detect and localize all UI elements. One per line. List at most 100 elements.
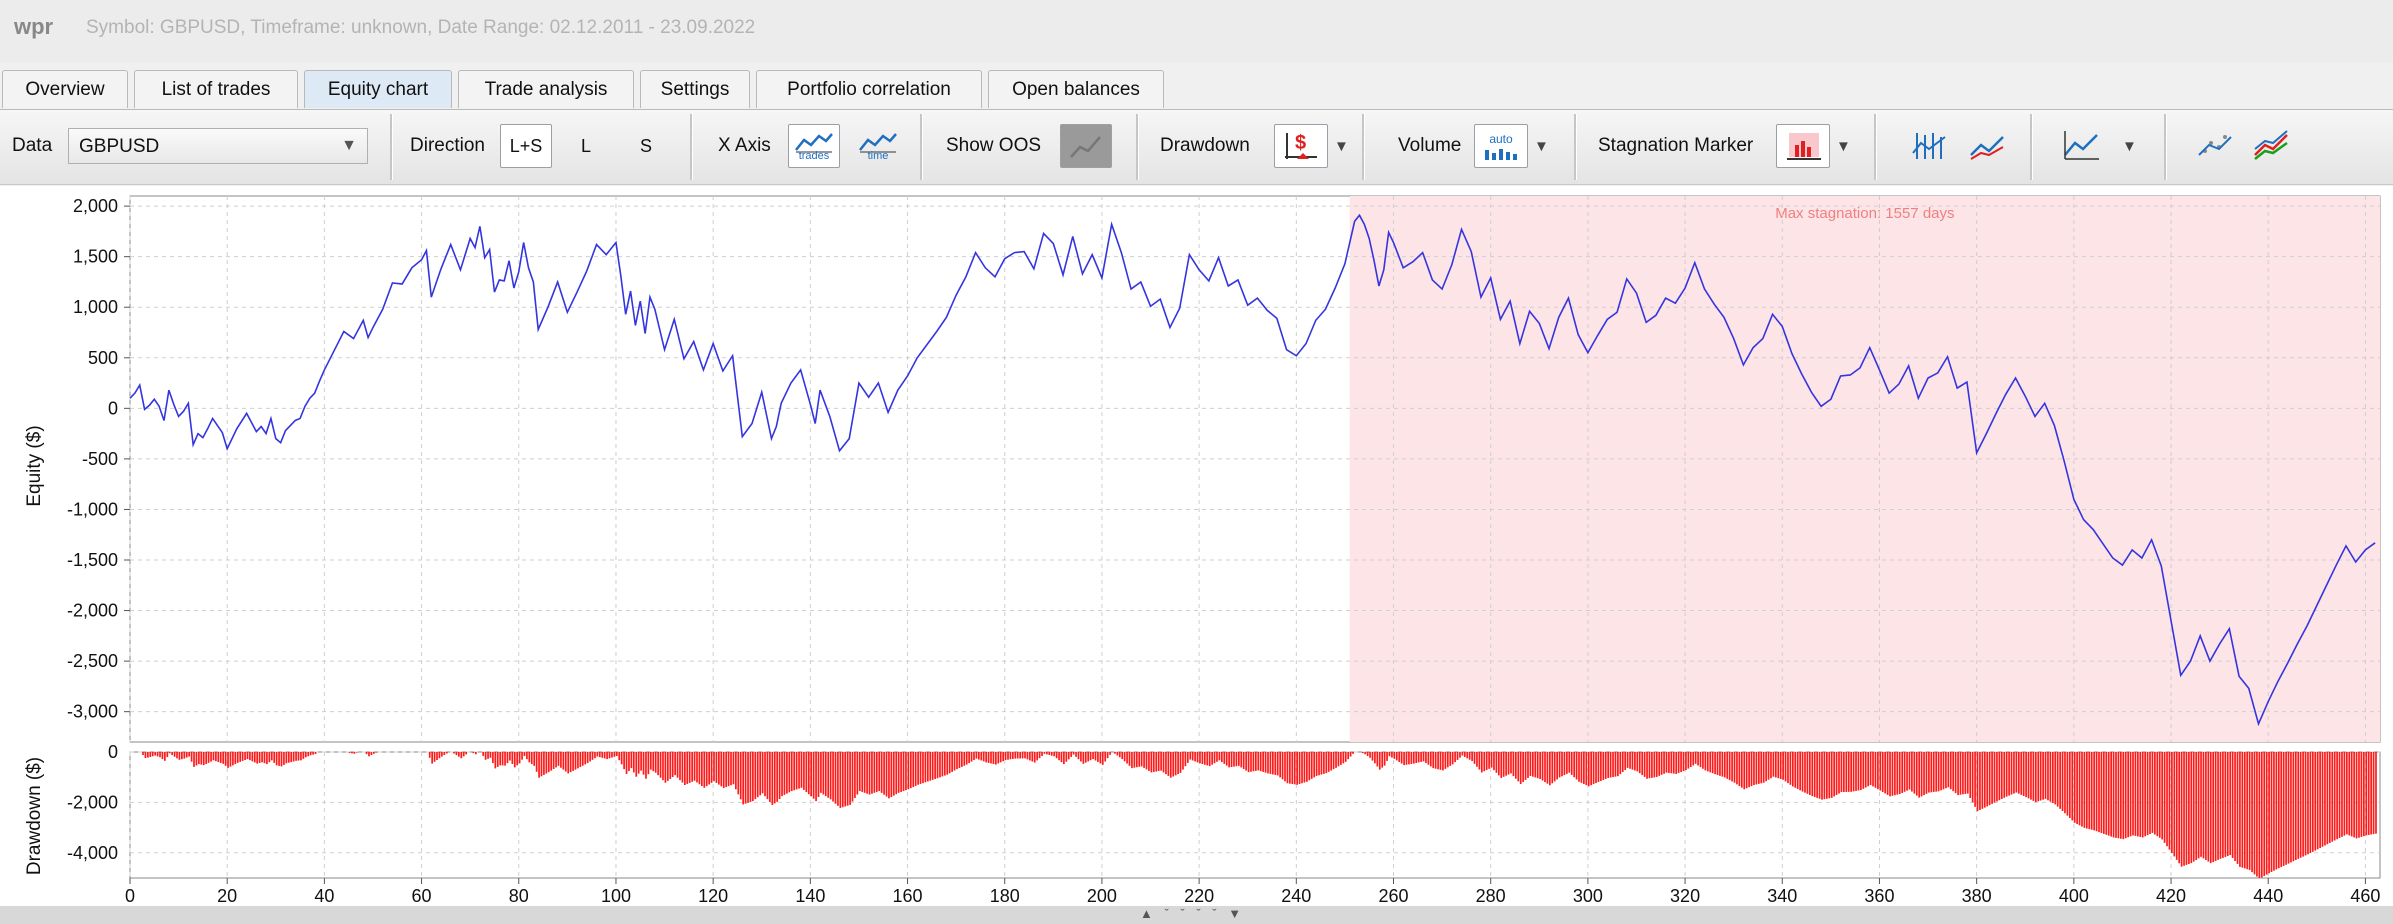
drawdown-bar [2302, 752, 2304, 857]
tab-list-of-trades[interactable]: List of trades [134, 70, 298, 108]
drawdown-bar [822, 752, 825, 795]
equity-chart: Max stagnation: 1557 days 2,000 1,500 1,00… [24, 195, 2381, 906]
x-axis-time-button[interactable]: time [852, 124, 904, 168]
drawdown-bar [737, 752, 740, 795]
drawdown-bar [1349, 752, 1352, 757]
volume-button[interactable]: auto [1474, 124, 1528, 168]
x-axis-trades-button[interactable]: trades [788, 124, 840, 168]
drawdown-bar [2217, 752, 2219, 860]
drawdown-bar [815, 752, 817, 802]
drawdown-bar [569, 752, 572, 773]
drawdown-bar [1230, 752, 1233, 767]
drawdown-bar [2156, 752, 2159, 837]
drawdown-bar [1257, 752, 1260, 771]
drawdown-bar [2316, 752, 2319, 850]
drawdown-bar [1461, 752, 1464, 756]
drawdown-bar [215, 752, 217, 762]
drawdown-bar [239, 752, 242, 762]
drawdown-bar [701, 752, 703, 787]
drawdown-bar [1755, 752, 1758, 785]
drawdown-bar [761, 752, 764, 794]
chevron-down-icon[interactable]: ▼ [2122, 138, 2137, 155]
drawdown-bar [844, 752, 847, 807]
x-tick-label: 60 [412, 886, 432, 906]
tab-settings[interactable]: Settings [640, 70, 750, 108]
direction-long-short-button[interactable]: L+S [500, 124, 552, 168]
drawdown-bar [1199, 752, 1201, 764]
splitter-grip-icon[interactable]: ▲ ˇ ˇ ˇ ˇ ▼ [1140, 906, 1246, 921]
drawdown-bar [1721, 752, 1724, 777]
drawdown-bar [1160, 752, 1162, 771]
drawdown-bar [1699, 752, 1702, 768]
drawdown-bar [2017, 752, 2020, 794]
drawdown-bar [890, 752, 893, 797]
drawdown-bar [1777, 752, 1780, 779]
drawdown-bar [1012, 752, 1014, 759]
drawdown-bar [2275, 752, 2278, 870]
drawdown-bar [1840, 752, 1843, 793]
tab-equity-chart[interactable]: Equity chart [304, 70, 452, 108]
show-oos-toggle[interactable] [1060, 124, 1112, 168]
tab-overview[interactable]: Overview [2, 70, 128, 108]
chevron-down-icon[interactable]: ▼ [1334, 138, 1349, 155]
bar-chart-icon [1912, 133, 1946, 159]
drawdown-bar [1760, 752, 1763, 784]
drawdown-bar [1988, 752, 1991, 806]
drawdown-bar [1167, 752, 1170, 776]
drawdown-bar [803, 752, 805, 790]
drawdown-bar [1534, 752, 1537, 778]
title-bar: wpr Symbol: GBPUSD, Timeframe: unknown, … [0, 0, 2393, 62]
drawdown-bar [657, 752, 659, 776]
drawdown-bar [1738, 752, 1741, 787]
chevron-down-icon[interactable]: ▼ [1534, 138, 1549, 155]
x-tick-label: 340 [1767, 886, 1797, 906]
drawdown-bar [1612, 752, 1614, 778]
tab-open-balances[interactable]: Open balances [988, 70, 1164, 108]
drawdown-bar [202, 752, 205, 766]
chart-type-button[interactable] [2056, 124, 2106, 168]
direction-long-button[interactable]: L [580, 135, 591, 156]
drawdown-bar [1962, 752, 1964, 795]
splitter-bar[interactable]: ▲ ˇ ˇ ˇ ˇ ▼ [0, 906, 2393, 924]
drawdown-bar [1434, 752, 1437, 769]
drawdown-bar [608, 752, 611, 759]
drawdown-bar [2178, 752, 2181, 864]
scatter-chart-button[interactable] [2190, 124, 2240, 168]
drawdown-bar [1706, 752, 1709, 772]
drawdown-bar [579, 752, 582, 768]
drawdown-bar [1444, 752, 1447, 769]
drawdown-bar [596, 752, 599, 757]
tab-trade-analysis[interactable]: Trade analysis [458, 70, 634, 108]
drawdown-bar [1719, 752, 1721, 776]
drawdown-bar [1218, 752, 1221, 761]
drawdown-bar [1191, 752, 1194, 761]
drawdown-bar [173, 752, 176, 757]
drawdown-bar [2294, 752, 2297, 861]
drawdown-bar [1483, 752, 1486, 772]
chart-bars-button[interactable] [1904, 124, 1954, 168]
direction-short-button[interactable]: S [639, 135, 652, 156]
drawdown-bar [1619, 752, 1622, 775]
chevron-down-icon[interactable]: ▼ [1836, 138, 1851, 155]
drawdown-bar [2292, 752, 2295, 862]
drawdown-bar [1884, 752, 1887, 794]
equity-chart-area: Max stagnation: 1557 days 2,000 1,500 1,00… [0, 186, 2393, 906]
drawdown-bar [1135, 752, 1138, 768]
drawdown-bar [1237, 752, 1240, 766]
drawdown-bar [492, 752, 494, 764]
chart-compare-button[interactable] [1962, 124, 2012, 168]
stagnation-marker-button[interactable] [1776, 124, 1830, 168]
drawdown-bar [1235, 752, 1238, 767]
drawdown-bar [1750, 752, 1753, 787]
drawdown-bar [1240, 752, 1243, 768]
drawdown-bar [2037, 752, 2040, 802]
data-select[interactable]: GBPUSD ▼ [68, 128, 368, 164]
multi-series-button[interactable] [2246, 124, 2296, 168]
tab-portfolio-correlation[interactable]: Portfolio correlation [756, 70, 982, 108]
y-tick-label: -1,000 [67, 499, 118, 519]
drawdown-bar [1527, 752, 1529, 778]
drawdown-button[interactable]: $ [1274, 124, 1328, 168]
drawdown-bar [1274, 752, 1277, 775]
drawdown-bar [924, 752, 927, 783]
drawdown-bar [863, 752, 866, 793]
